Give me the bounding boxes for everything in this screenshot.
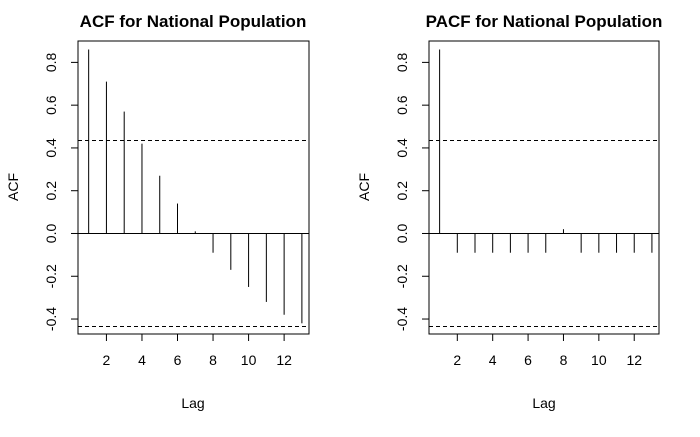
pacf-y-axis-label: ACF: [356, 173, 372, 201]
acf-x-tick-label: 8: [209, 352, 217, 368]
acf-x-tick-label: 4: [138, 352, 146, 368]
acf-y-tick-label: 0.4: [43, 138, 59, 158]
pacf-x-tick-label: 12: [626, 352, 642, 368]
acf-y-tick-label: 0.2: [43, 181, 59, 201]
acf-plot-frame: [77, 40, 310, 335]
acf-axis-ticks: 2 4 6 8 10 12 -0.4 -0.2 0.0 0.2 0.4 0.6 0.8: [43, 52, 292, 368]
acf-y-tick-label: 0.6: [43, 95, 59, 115]
acf-y-tick-label: -0.4: [43, 307, 59, 331]
acf-x-tick-label: 12: [276, 352, 292, 368]
pacf-y-tick-label: -0.4: [394, 307, 410, 331]
pacf-series-marks: [429, 49, 659, 328]
pacf-x-tick-label: 2: [453, 352, 461, 368]
acf-series-marks: [78, 49, 309, 328]
pacf-axis-ticks: 2 4 6 8 10 12 -0.4 -0.2 0.0 0.2 0.4 0.6 0.8: [394, 52, 642, 368]
pacf-y-tick-label: 0.0: [394, 224, 410, 244]
acf-y-axis-label: ACF: [5, 173, 21, 201]
pacf-plot-frame: [428, 40, 660, 335]
pacf-x-tick-label: 8: [560, 352, 568, 368]
acf-x-axis-label: Lag: [181, 395, 204, 411]
pacf-x-tick-label: 6: [524, 352, 532, 368]
pacf-x-tick-label: 4: [489, 352, 497, 368]
pacf-y-tick-label: 0.4: [394, 138, 410, 158]
pacf-x-axis-label: Lag: [532, 395, 555, 411]
acf-y-tick-label: -0.2: [43, 264, 59, 288]
acf-y-tick-label: 0.8: [43, 52, 59, 72]
pacf-y-tick-label: 0.6: [394, 95, 410, 115]
acf-chart-title: ACF for National Population: [80, 12, 307, 31]
pacf-chart-title: PACF for National Population: [426, 12, 663, 31]
acf-x-tick-label: 10: [241, 352, 257, 368]
acf-x-tick-label: 2: [103, 352, 111, 368]
acf-x-tick-label: 6: [174, 352, 182, 368]
pacf-x-tick-label: 10: [591, 352, 607, 368]
acf-y-tick-label: 0.0: [43, 224, 59, 244]
pacf-y-tick-label: 0.2: [394, 181, 410, 201]
pacf-y-tick-label: -0.2: [394, 264, 410, 288]
acf-panel: ACF for National Population Lag ACF 2 4 6 8…: [5, 12, 310, 411]
pacf-panel: PACF for National Population Lag ACF 2 4 6…: [356, 12, 662, 411]
pacf-y-tick-label: 0.8: [394, 52, 410, 72]
